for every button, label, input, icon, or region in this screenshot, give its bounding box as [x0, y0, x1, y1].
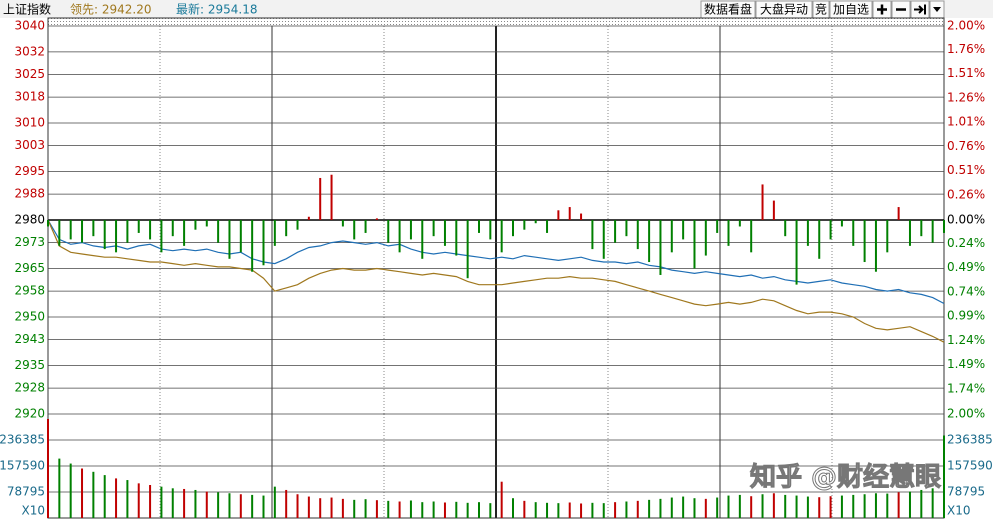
- y-tick-label: 3018: [14, 90, 45, 104]
- y2-tick-label: 1.26%: [947, 90, 985, 104]
- button-label[interactable]: 大盘异动: [760, 2, 808, 17]
- unit-label: X10: [22, 504, 46, 518]
- y-tick-label: 157590: [0, 459, 45, 473]
- y2-tick-label: 0.51%: [947, 163, 985, 177]
- y2-tick-label: 0.74%: [947, 284, 985, 298]
- y2-tick-label: 0.76%: [947, 139, 985, 153]
- toolbar: 数据看盘 大盘异动 竞 加自选: [700, 0, 945, 19]
- price-line: [47, 219, 945, 305]
- watermark: 知乎 @财经慧眼: [750, 462, 941, 493]
- y2-tick-label: 1.74%: [947, 381, 985, 395]
- y-tick-label: 3003: [14, 138, 45, 152]
- plus-icon: [877, 4, 887, 15]
- latest-value: 最新: 2954.18: [176, 2, 257, 17]
- y-tick-label: 2958: [14, 284, 45, 298]
- y2-tick-label: 2.00%: [947, 19, 985, 33]
- y-tick-label: 2920: [14, 407, 45, 421]
- plot-frame: [47, 17, 945, 519]
- y-tick-label: 2943: [14, 332, 45, 346]
- y2-tick-label: 2.00%: [947, 407, 985, 421]
- y-tick-label: 2980: [14, 213, 45, 227]
- lead-value: 领先: 2942.20: [70, 3, 151, 17]
- y-tick-label: 3025: [14, 67, 45, 81]
- y-tick-label: 3040: [14, 19, 45, 33]
- y-tick-label: 2988: [14, 187, 45, 201]
- y-tick-label: 78795: [7, 485, 45, 499]
- y2-tick-label: 1.51%: [947, 66, 985, 80]
- y-tick-label: 2995: [14, 164, 45, 178]
- y-tick-label: 2973: [14, 235, 45, 249]
- button-label[interactable]: 竞: [815, 3, 827, 17]
- y-tick-label: 3010: [14, 116, 45, 130]
- y-tick-label: 2950: [14, 310, 45, 324]
- y2-tick-label: 0.24%: [947, 236, 985, 250]
- y-tick-label: 3032: [14, 44, 45, 58]
- y2-tick-label: 236385: [947, 433, 993, 447]
- header: 上证指数 领先: 2942.20 最新: 2954.18 数据看盘 大盘异动 竞…: [0, 0, 993, 19]
- y2-tick-label: 1.49%: [947, 357, 985, 371]
- y-tick-label: 2965: [14, 261, 45, 275]
- y-tick-label: 2928: [14, 381, 45, 395]
- y2-tick-label: 0.99%: [947, 309, 985, 323]
- y2-tick-label: 1.76%: [947, 42, 985, 56]
- unit-label: X10: [947, 504, 971, 518]
- button-label[interactable]: 加自选: [833, 3, 869, 17]
- y-tick-label: 2935: [14, 358, 45, 372]
- y2-tick-label: 0.49%: [947, 260, 985, 274]
- index-name: 上证指数: [3, 2, 51, 17]
- price-line: [47, 219, 945, 343]
- y2-tick-label: 157590: [947, 459, 993, 473]
- y2-tick-label: 78795: [947, 485, 985, 499]
- scroll-band: [48, 18, 944, 26]
- y-tick-label: 236385: [0, 433, 45, 447]
- button-label[interactable]: 数据看盘: [704, 2, 752, 17]
- y2-tick-label: 1.24%: [947, 333, 985, 347]
- jump-icon: [914, 4, 926, 15]
- y2-tick-label: 0.00%: [947, 213, 985, 227]
- menu-icon: [933, 7, 941, 12]
- y2-tick-label: 1.01%: [947, 115, 985, 129]
- y2-tick-label: 0.26%: [947, 187, 985, 201]
